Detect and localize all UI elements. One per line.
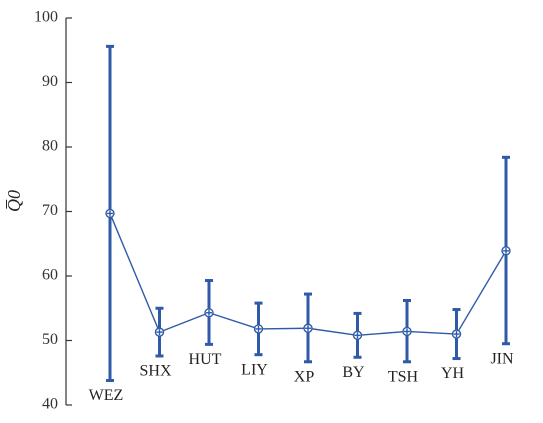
series-line-segment: [159, 312, 210, 333]
series-line-segment: [455, 250, 507, 335]
y-tick-label: 70: [42, 202, 58, 219]
series-line-segment: [258, 327, 309, 330]
station-label: XP: [294, 368, 315, 385]
series-line-segment: [307, 327, 358, 337]
y-tick-label: 40: [42, 396, 58, 413]
station-label: LIY: [241, 361, 268, 378]
station-label: BY: [342, 364, 365, 381]
y-tick-label: 50: [42, 331, 58, 348]
station-labels: WEZ SHX HUT LIY XP BY TSH YH JIN: [89, 350, 514, 404]
station-label: HUT: [189, 351, 222, 368]
series-line-segment: [357, 330, 408, 337]
series-line-segment: [406, 330, 457, 335]
y-tick-label: 100: [34, 9, 58, 26]
series-line-segment: [109, 213, 161, 333]
station-label: SHX: [139, 363, 171, 380]
station-label: YH: [441, 365, 465, 382]
y-tick-label: 60: [42, 267, 58, 284]
point-markers: [105, 208, 511, 341]
series-lines: [109, 213, 507, 337]
y-tick-label: 80: [42, 138, 58, 155]
series-line-segment: [208, 312, 259, 330]
y-tick-label: 90: [42, 73, 58, 90]
y-axis-label: Q̅0: [4, 190, 24, 212]
station-label: TSH: [388, 368, 419, 385]
station-label: JIN: [490, 350, 514, 367]
station-label: WEZ: [89, 387, 124, 404]
y-ticks: 40 50 60 70 80 90 100: [34, 9, 72, 413]
